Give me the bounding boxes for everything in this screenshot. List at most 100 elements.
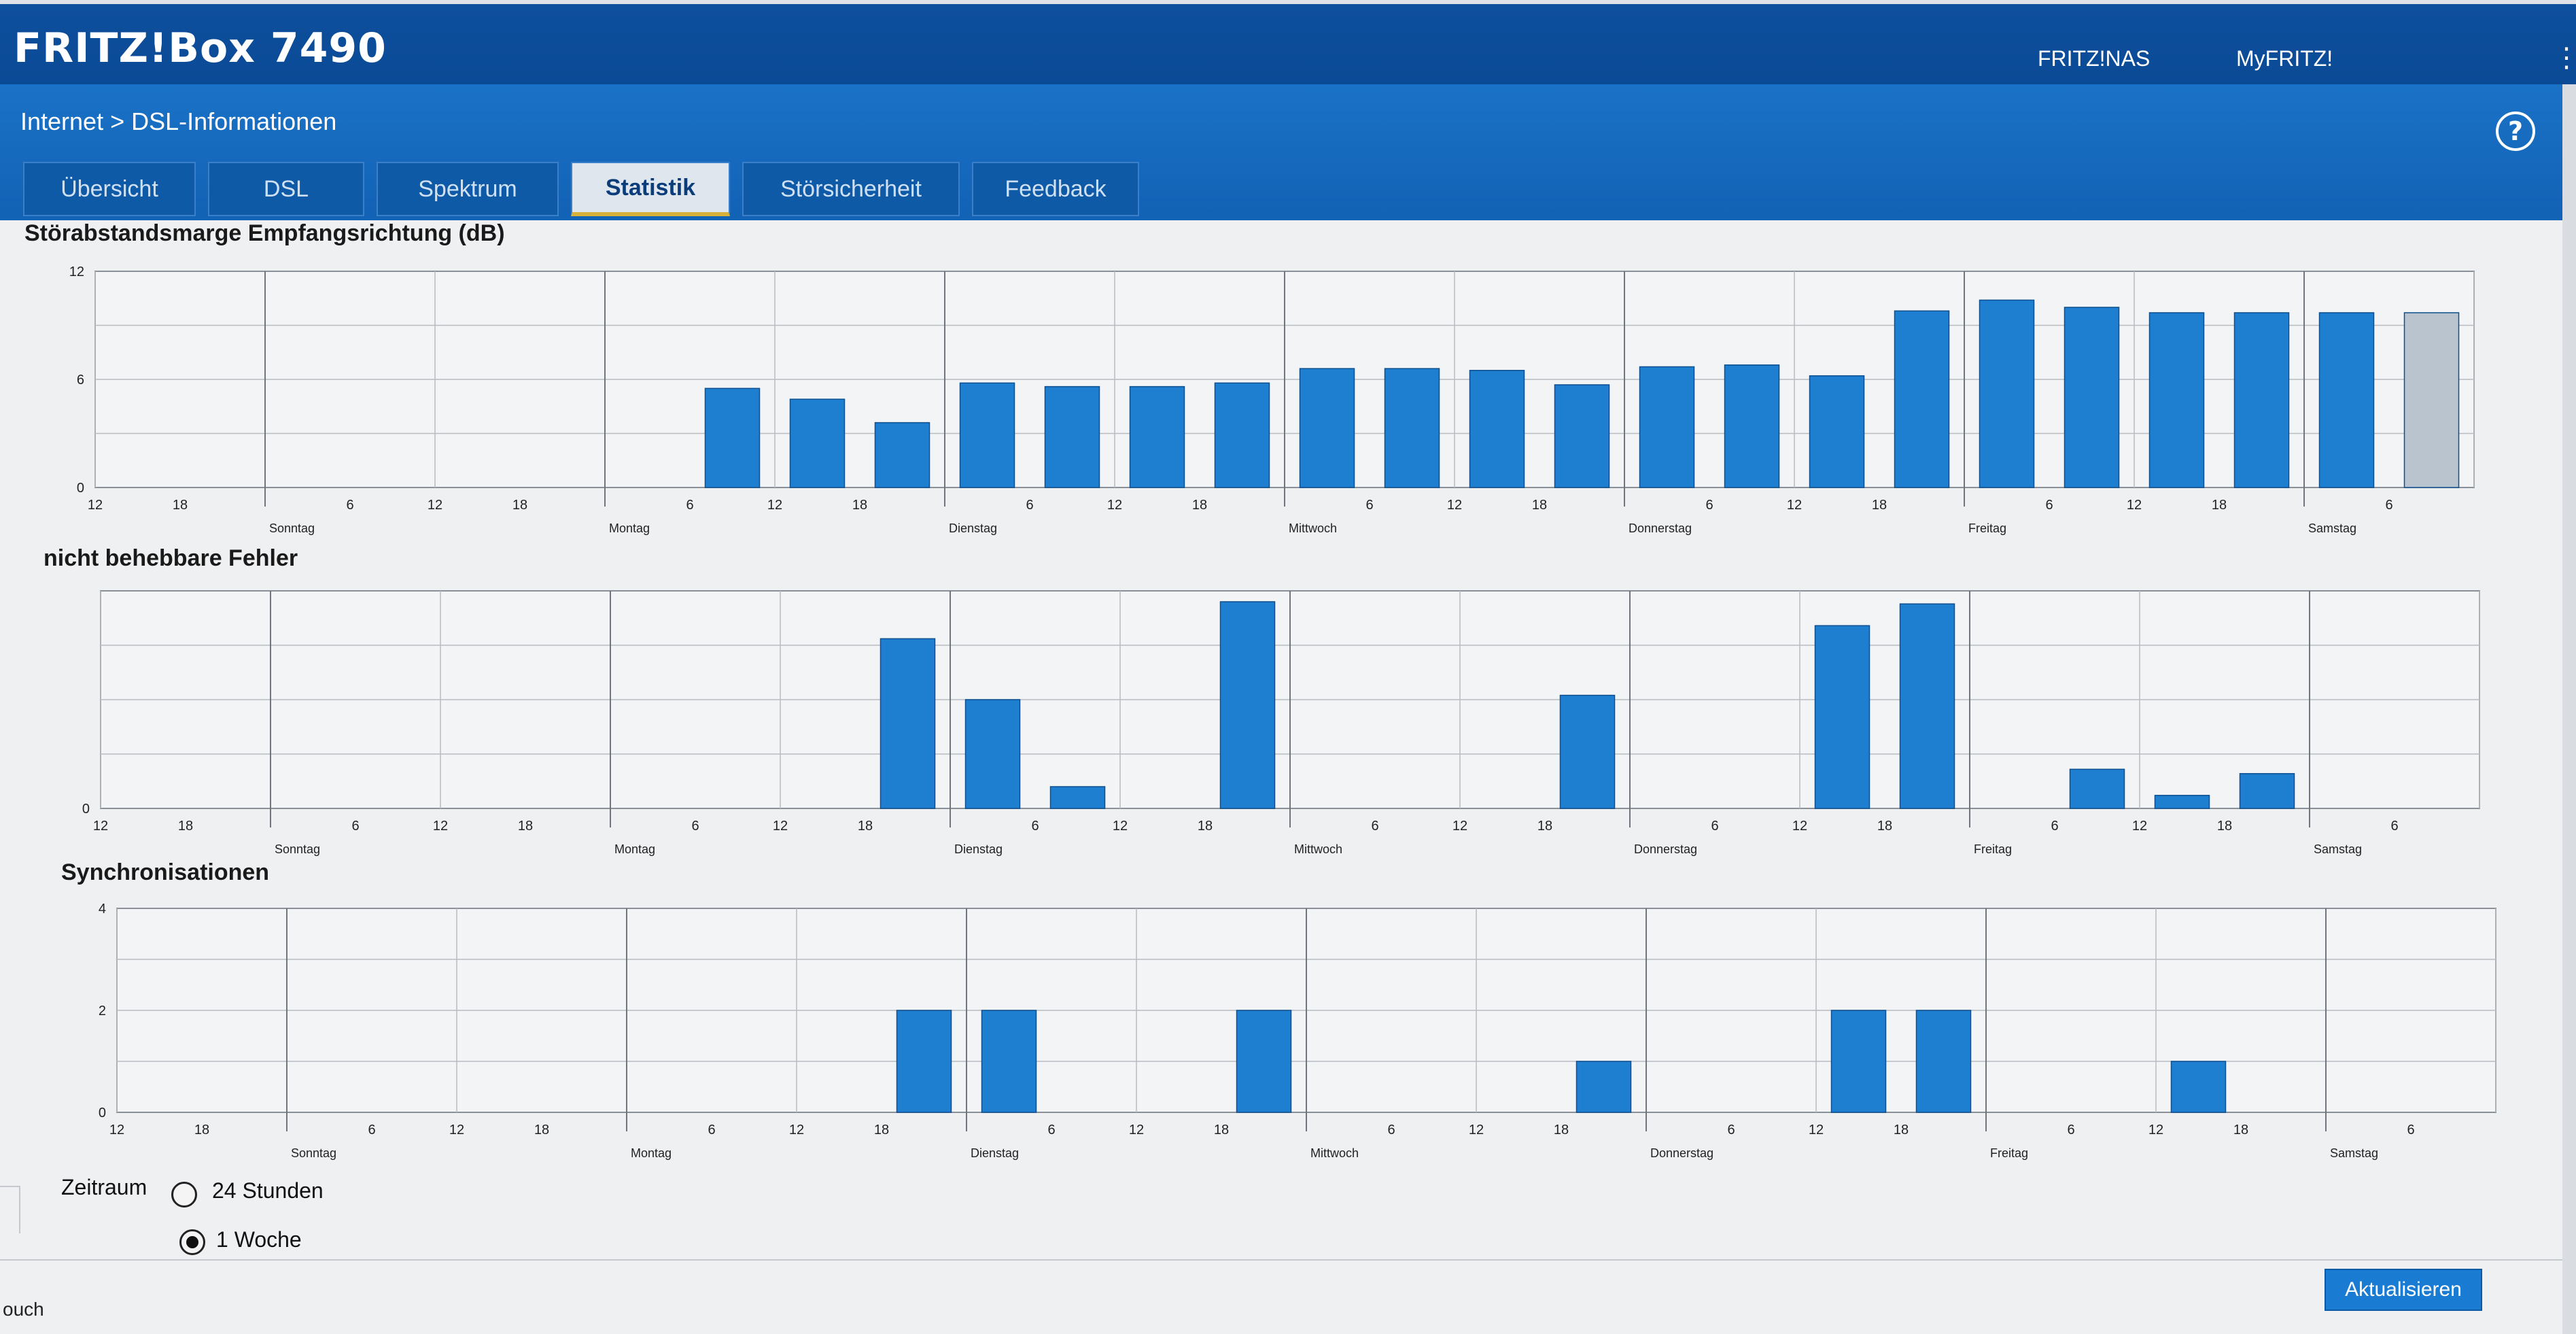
y-tick-label: 0 (99, 1106, 106, 1121)
os-strip (0, 0, 2576, 7)
hour-tick-label: 6 (1705, 498, 1713, 513)
day-label: Freitag (1968, 521, 2006, 535)
hour-tick-label: 12 (1787, 498, 1802, 513)
hour-tick-label: 6 (346, 498, 353, 513)
hour-tick-label: 18 (2233, 1123, 2248, 1138)
hour-tick-label: 12 (2127, 498, 2142, 513)
day-label: Donnerstag (1634, 842, 1697, 856)
hour-tick-label: 12 (767, 498, 782, 513)
hour-tick-label: 18 (512, 498, 527, 513)
y-tick-label: 12 (69, 264, 84, 279)
hour-tick-label: 12 (2132, 819, 2147, 834)
chart-bar (2069, 768, 2125, 809)
hour-tick-label: 18 (1877, 819, 1892, 834)
chart-svg: 012 18 6 12 18 6 12 18 6 12 18 6 12 18 6 12 18 6 12 18 6Sonn… (82, 590, 2480, 856)
hour-tick-label: 18 (1532, 498, 1547, 513)
hour-tick-label: 6 (1047, 1123, 1055, 1138)
snr-chart: 0 6 12 12 18 6 12 18 6 12 18 6 12 18 6 12 18 6 12 18 6 12 18 6 S… (69, 264, 2475, 551)
chart-bar (1814, 625, 1870, 809)
tab-stoersicherheit[interactable]: Störsicherheit (742, 162, 960, 216)
hour-tick-label: 18 (852, 498, 867, 513)
chart-bar (789, 398, 846, 488)
chart-bar (2233, 312, 2290, 488)
chart-bar (1129, 386, 1185, 488)
radio-1-woche[interactable] (179, 1229, 205, 1255)
chart-bar (1214, 382, 1270, 488)
chart-bar (1554, 384, 1610, 488)
hour-tick-label: 12 (88, 498, 103, 513)
day-label: Sonntag (275, 842, 320, 856)
fritznas-link[interactable]: FRITZ!NAS (2038, 46, 2151, 71)
hour-tick-label: 12 (789, 1123, 804, 1138)
day-label: Freitag (1974, 842, 2012, 856)
hour-tick-label: 18 (534, 1123, 549, 1138)
statistics-content: Störabstandsmarge Empfangsrichtung (dB) … (0, 220, 2562, 1334)
chart-bar (2318, 312, 2375, 488)
hour-tick-label: 12 (1447, 498, 1462, 513)
hour-tick-label: 6 (2390, 819, 2398, 834)
chart-bar (1469, 370, 1525, 488)
tab-feedback[interactable]: Feedback (972, 162, 1139, 216)
hour-tick-label: 12 (773, 819, 788, 834)
radio-24-stunden[interactable] (171, 1182, 197, 1208)
chart-title-errors: nicht behebbare Fehler (43, 545, 298, 571)
hour-tick-label: 6 (1371, 819, 1378, 834)
day-label: Samstag (2314, 842, 2362, 856)
hour-tick-label: 6 (691, 819, 699, 834)
hour-tick-label: 6 (351, 819, 359, 834)
hour-tick-label: 6 (1026, 498, 1033, 513)
myfritz-link[interactable]: MyFRITZ! (2236, 46, 2333, 71)
y-tick-label: 0 (82, 802, 90, 817)
chart-bar (1899, 603, 1955, 809)
hour-tick-label: 18 (518, 819, 533, 834)
chart-bar (896, 1010, 952, 1113)
hour-tick-label: 6 (1031, 819, 1039, 834)
hour-tick-label: 12 (1809, 1123, 1824, 1138)
day-label: Dienstag (954, 842, 1003, 856)
refresh-button[interactable]: Aktualisieren (2325, 1269, 2482, 1311)
chart-svg: 0 6 12 12 18 6 12 18 6 12 18 6 12 18 6 12 18 6 12 18 6 12 18 6 S… (69, 264, 2475, 535)
chart-svg: 0 2 4 12 18 6 12 18 6 12 18 6 12 18 6 12 18 6 12 18 6 12 18 6 So… (99, 902, 2496, 1160)
tab-dsl[interactable]: DSL (208, 162, 364, 216)
hour-tick-label: 18 (1894, 1123, 1909, 1138)
chart-bar (964, 699, 1021, 809)
chart-bar (1809, 375, 1865, 488)
hour-tick-label: 12 (449, 1123, 464, 1138)
chart-bar (880, 638, 936, 809)
hour-tick-label: 18 (2217, 819, 2232, 834)
hour-tick-label: 18 (874, 1123, 889, 1138)
y-tick-label: 4 (99, 902, 106, 917)
day-label: Sonntag (291, 1146, 336, 1160)
help-icon[interactable]: ? (2496, 112, 2535, 151)
tab-statistik[interactable]: Statistik (571, 162, 730, 216)
y-tick-label: 0 (77, 481, 84, 496)
chart-bar (1044, 386, 1100, 488)
hour-tick-label: 12 (433, 819, 448, 834)
hour-tick-label: 12 (93, 819, 108, 834)
hour-tick-label: 6 (708, 1123, 715, 1138)
tab-spektrum[interactable]: Spektrum (377, 162, 559, 216)
chart-bar (1979, 299, 2035, 488)
day-label: Dienstag (971, 1146, 1019, 1160)
chart-bar (1219, 601, 1276, 809)
tab-bar: Übersicht DSL Spektrum Statistik Störsic… (23, 155, 1139, 220)
kebab-menu-icon[interactable]: ⋮ (2553, 42, 2576, 73)
hour-tick-label: 6 (2385, 498, 2392, 513)
chart-bar (1559, 694, 1616, 809)
hour-tick-label: 12 (1113, 819, 1128, 834)
errors-chart: 0 12 18 6 12 18 6 12 18 6 12 18 6 12 18 6 12 18 6 12 18 6 Sonn… (82, 590, 2480, 872)
hour-tick-label: 6 (1711, 819, 1718, 834)
hour-tick-label: 6 (368, 1123, 375, 1138)
hour-tick-label: 6 (2407, 1123, 2414, 1138)
hour-tick-label: 6 (1727, 1123, 1735, 1138)
day-label: Samstag (2308, 521, 2356, 535)
hour-tick-label: 18 (2212, 498, 2227, 513)
day-label: Dienstag (949, 521, 997, 535)
hour-tick-label: 18 (1214, 1123, 1229, 1138)
chart-bar (1724, 364, 1780, 488)
breadcrumb: Internet > DSL-Informationen (20, 107, 337, 135)
right-scroll-edge (2562, 84, 2576, 1334)
tab-uebersicht[interactable]: Übersicht (23, 162, 196, 216)
day-label: Freitag (1990, 1146, 2028, 1160)
sub-navigation-bar: Internet > DSL-Informationen ? Übersicht… (0, 84, 2562, 220)
